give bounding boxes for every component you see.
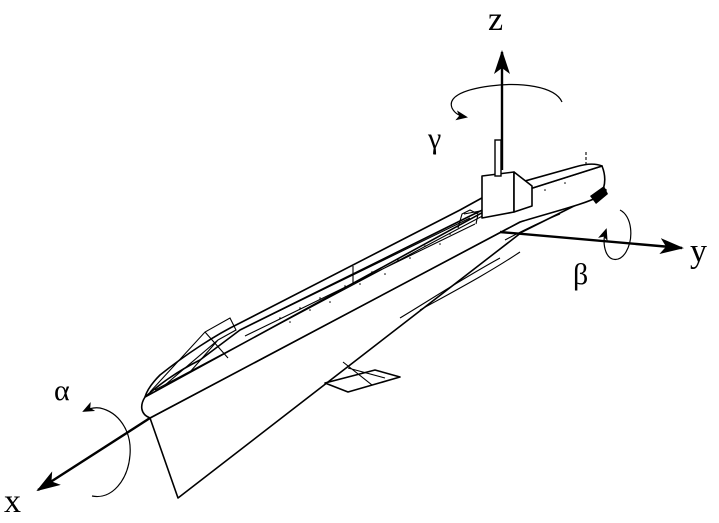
hull-contour bbox=[399, 213, 561, 319]
periscope bbox=[494, 139, 502, 177]
y-axis-label: y bbox=[690, 233, 707, 270]
diving-plane-strut bbox=[342, 361, 386, 386]
roll-arc bbox=[82, 402, 131, 498]
submarine bbox=[140, 139, 608, 499]
yaw-arc bbox=[450, 83, 563, 121]
stern-rudder bbox=[590, 186, 608, 204]
conning-tower-rear bbox=[513, 171, 533, 213]
x-axis-line bbox=[36, 416, 151, 492]
rotation-yaw: γ bbox=[427, 83, 563, 155]
yaw-label: γ bbox=[427, 122, 441, 155]
deck-edge bbox=[154, 195, 521, 391]
x-axis-label: x bbox=[4, 483, 21, 520]
hull-side bbox=[140, 165, 606, 419]
conning-tower bbox=[481, 171, 515, 219]
rotation-roll: α bbox=[54, 374, 131, 498]
pitch-label: β bbox=[573, 258, 588, 291]
bow-frame bbox=[149, 317, 237, 393]
hull-deck bbox=[144, 163, 603, 398]
y-axis-line bbox=[499, 230, 684, 255]
rotation-pitch: β bbox=[573, 209, 632, 291]
roll-label: α bbox=[54, 374, 70, 407]
axes: z y x bbox=[4, 1, 707, 520]
pitch-arc bbox=[598, 209, 632, 261]
z-axis-label: z bbox=[488, 1, 503, 38]
